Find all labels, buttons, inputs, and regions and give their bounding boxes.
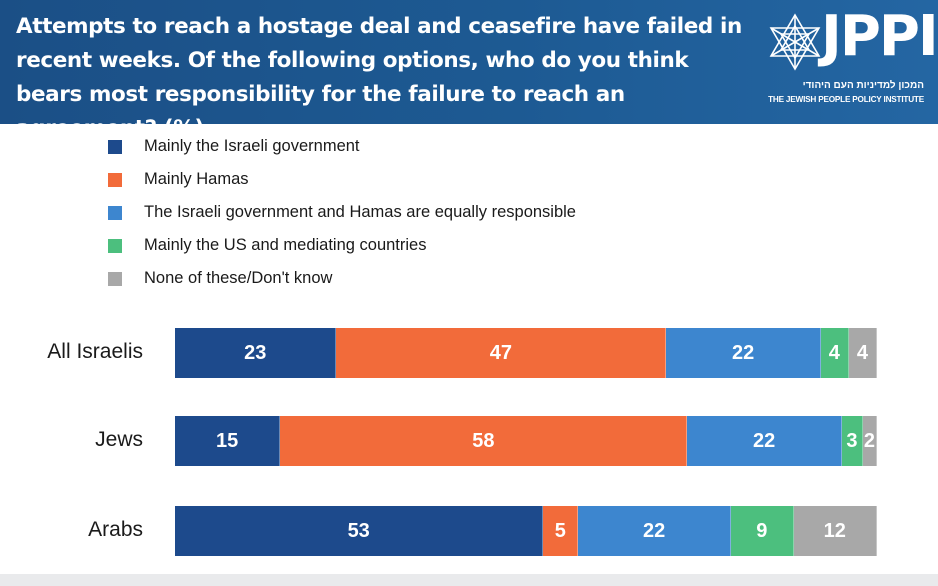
data-label: 2 bbox=[863, 429, 876, 452]
bar-segment: 9 bbox=[731, 506, 794, 556]
footer-strip bbox=[0, 574, 938, 586]
data-label: 22 bbox=[753, 429, 776, 452]
bar-segment: 4 bbox=[848, 328, 877, 378]
legend-swatch bbox=[108, 272, 122, 286]
logo-english-name: THE JEWISH PEOPLE POLICY INSTITUTE bbox=[768, 95, 924, 104]
data-label: 58 bbox=[472, 429, 495, 452]
bar-segment: 58 bbox=[280, 416, 688, 466]
data-label: 23 bbox=[244, 341, 267, 364]
data-label: 22 bbox=[642, 519, 666, 542]
bar-segment: 12 bbox=[793, 506, 877, 556]
logo-wordmark: JPPI bbox=[821, 4, 938, 69]
data-label: 4 bbox=[828, 341, 840, 364]
bar-segment: 22 bbox=[666, 328, 821, 378]
legend-label: The Israeli government and Hamas are equ… bbox=[144, 203, 576, 221]
legend-swatch bbox=[108, 173, 122, 187]
legend-label: Mainly Hamas bbox=[144, 170, 249, 188]
data-label: 15 bbox=[216, 429, 239, 452]
logo-hebrew-name: המכון למדיניות העם היהודי bbox=[802, 80, 924, 91]
data-label: 12 bbox=[823, 519, 846, 542]
bar-segment: 5 bbox=[543, 506, 579, 556]
data-label: 47 bbox=[489, 341, 513, 364]
legend-swatch bbox=[108, 239, 122, 253]
star-of-david-icon bbox=[769, 13, 821, 71]
data-label: 5 bbox=[554, 519, 566, 542]
bar-segment: 22 bbox=[687, 416, 842, 466]
data-label: 4 bbox=[856, 341, 868, 364]
data-label: 3 bbox=[846, 429, 858, 452]
legend-label: Mainly the US and mediating countries bbox=[144, 236, 427, 254]
bar-segment: 23 bbox=[175, 328, 337, 378]
bar-segment: 15 bbox=[175, 416, 281, 466]
bar-segment: 3 bbox=[841, 416, 863, 466]
row-label: All Israelis bbox=[47, 340, 143, 363]
bar-segment: 22 bbox=[578, 506, 732, 556]
bar-segment: 47 bbox=[336, 328, 667, 378]
legend-swatch bbox=[108, 206, 122, 220]
legend-swatch bbox=[108, 140, 122, 154]
row-label: Jews bbox=[95, 428, 143, 451]
data-label: 22 bbox=[731, 341, 755, 364]
chart-title: Attempts to reach a hostage deal and cea… bbox=[16, 14, 742, 141]
chart-header: Attempts to reach a hostage deal and cea… bbox=[0, 0, 938, 141]
legend-label: None of these/Don't know bbox=[144, 269, 333, 287]
jppi-logo: JPPI המכון למדיניות העם היהודי THE JEWIS… bbox=[765, 4, 938, 114]
data-label: 53 bbox=[347, 519, 370, 542]
bar-segment: 4 bbox=[820, 328, 849, 378]
data-label: 9 bbox=[756, 519, 768, 542]
bar-segment: 53 bbox=[175, 506, 544, 556]
bar-segment: 2 bbox=[862, 416, 877, 466]
legend-label: Mainly the Israeli government bbox=[144, 137, 360, 155]
row-label: Arabs bbox=[88, 518, 143, 541]
